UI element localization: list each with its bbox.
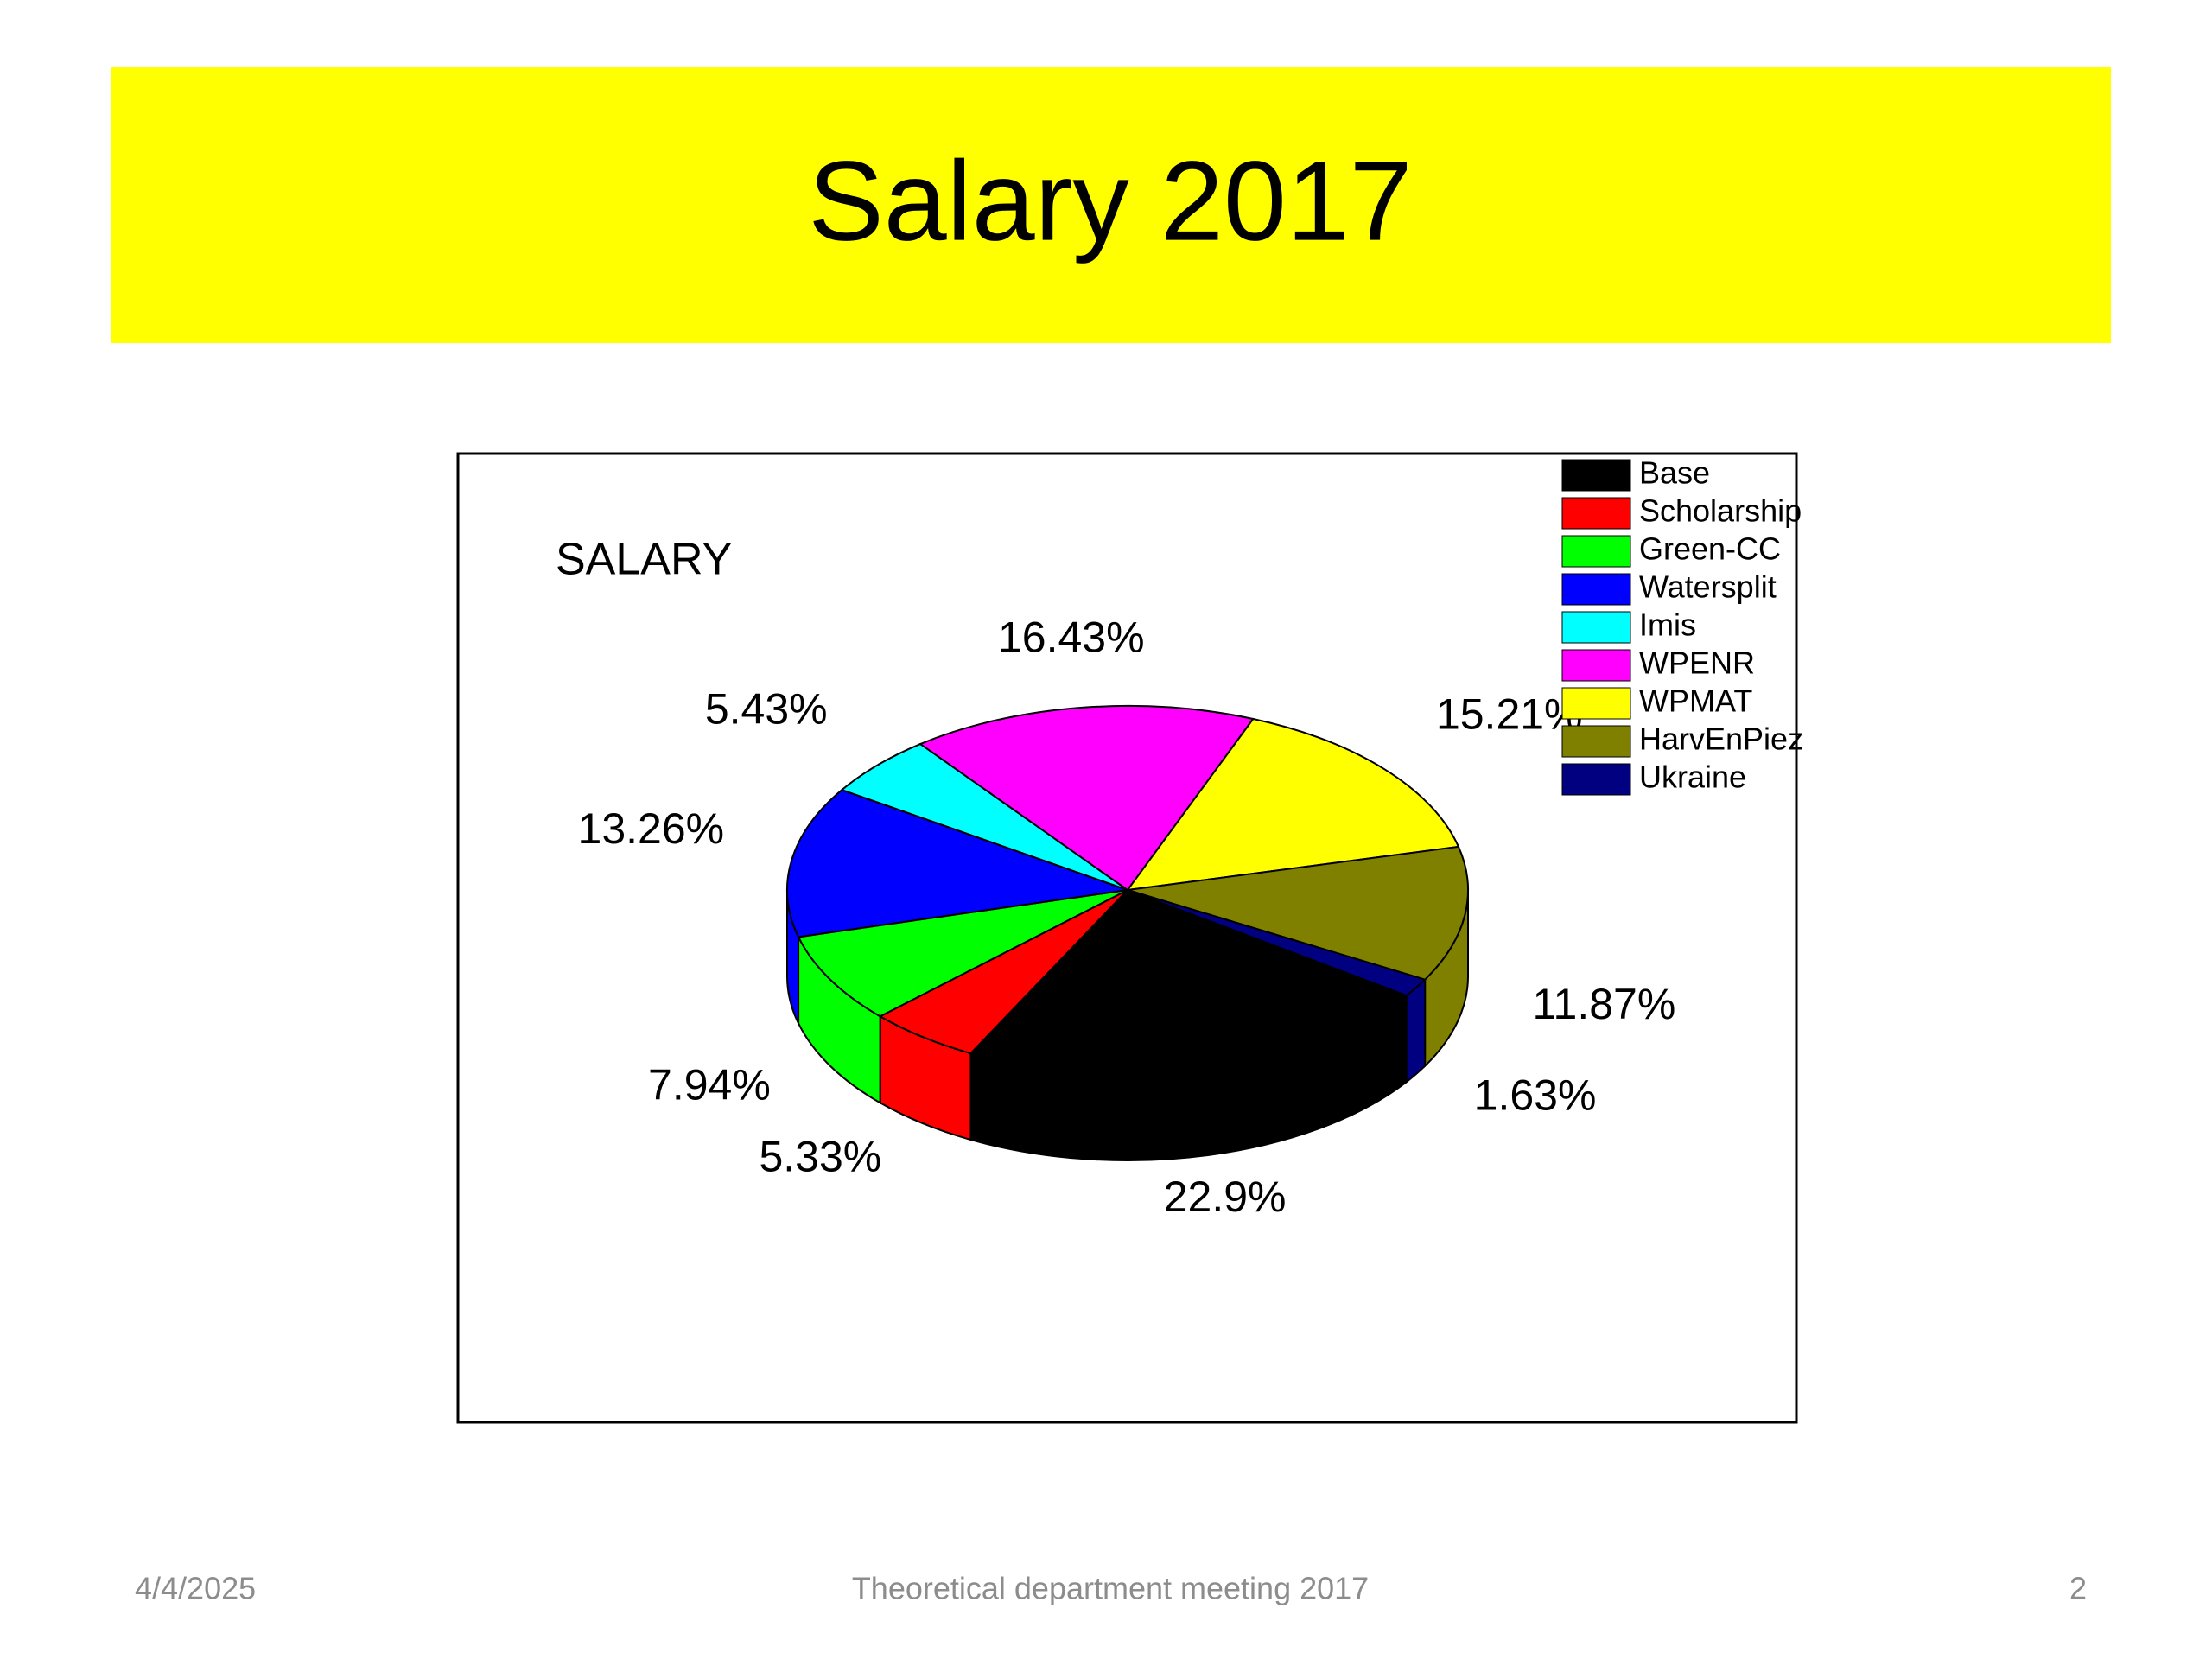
- data-label: 11.87%: [1532, 980, 1675, 1028]
- legend-swatch: [1561, 459, 1631, 492]
- legend-label: Ukraine: [1639, 760, 1746, 795]
- legend-label: Imis: [1639, 607, 1696, 643]
- legend-swatch: [1561, 687, 1631, 720]
- slice: [797, 889, 1128, 1018]
- data-label: 5.43%: [705, 685, 828, 734]
- legend-swatch: [1561, 573, 1631, 606]
- legend-swatch: [1561, 611, 1631, 644]
- data-label: 5.33%: [759, 1133, 881, 1181]
- footer-text: Theoretical department meeting 2017: [852, 1571, 1369, 1606]
- legend-swatch: [1561, 535, 1631, 568]
- slice: [1125, 717, 1460, 892]
- data-label: 22.9%: [1164, 1173, 1287, 1221]
- slice: [840, 742, 1128, 891]
- legend-label: Scholarship: [1639, 493, 1802, 529]
- legend-swatch: [1561, 763, 1631, 796]
- legend-label: WPENR: [1639, 645, 1755, 681]
- slice: [918, 705, 1255, 892]
- data-label: 7.94%: [648, 1061, 771, 1109]
- slice: [969, 888, 1408, 1075]
- data-label: 1.63%: [1474, 1071, 1597, 1120]
- legend-label: HarvEnPiez: [1639, 721, 1803, 757]
- footer-date: 4/4/2025: [135, 1571, 256, 1606]
- page-number: 2: [2069, 1571, 2087, 1606]
- legend-swatch: [1561, 649, 1631, 682]
- legend-label: Green-CC: [1639, 531, 1781, 567]
- slide-title: Salary 2017: [808, 137, 1412, 264]
- legend-swatch: [1561, 497, 1631, 530]
- slice-side: [1405, 977, 1427, 1084]
- legend-label: Base: [1639, 455, 1710, 491]
- legend-swatch: [1561, 725, 1631, 758]
- data-label: 16.43%: [998, 613, 1145, 661]
- legend-label: WPMAT: [1639, 683, 1752, 719]
- slice: [786, 789, 1128, 938]
- legend-label: Watersplit: [1639, 569, 1777, 605]
- data-label: 13.26%: [578, 804, 725, 853]
- chart-title: SALARY: [556, 535, 732, 585]
- data-label: 15.21%: [1436, 690, 1583, 739]
- slice: [1127, 845, 1469, 981]
- slice: [1127, 889, 1427, 997]
- title-banner: [111, 67, 2111, 343]
